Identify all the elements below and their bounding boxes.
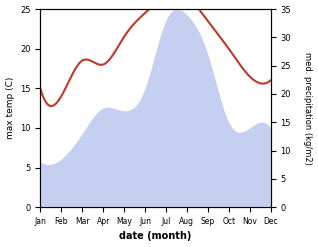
Y-axis label: med. precipitation (kg/m2): med. precipitation (kg/m2) <box>303 52 313 165</box>
X-axis label: date (month): date (month) <box>119 231 192 242</box>
Y-axis label: max temp (C): max temp (C) <box>5 77 15 139</box>
